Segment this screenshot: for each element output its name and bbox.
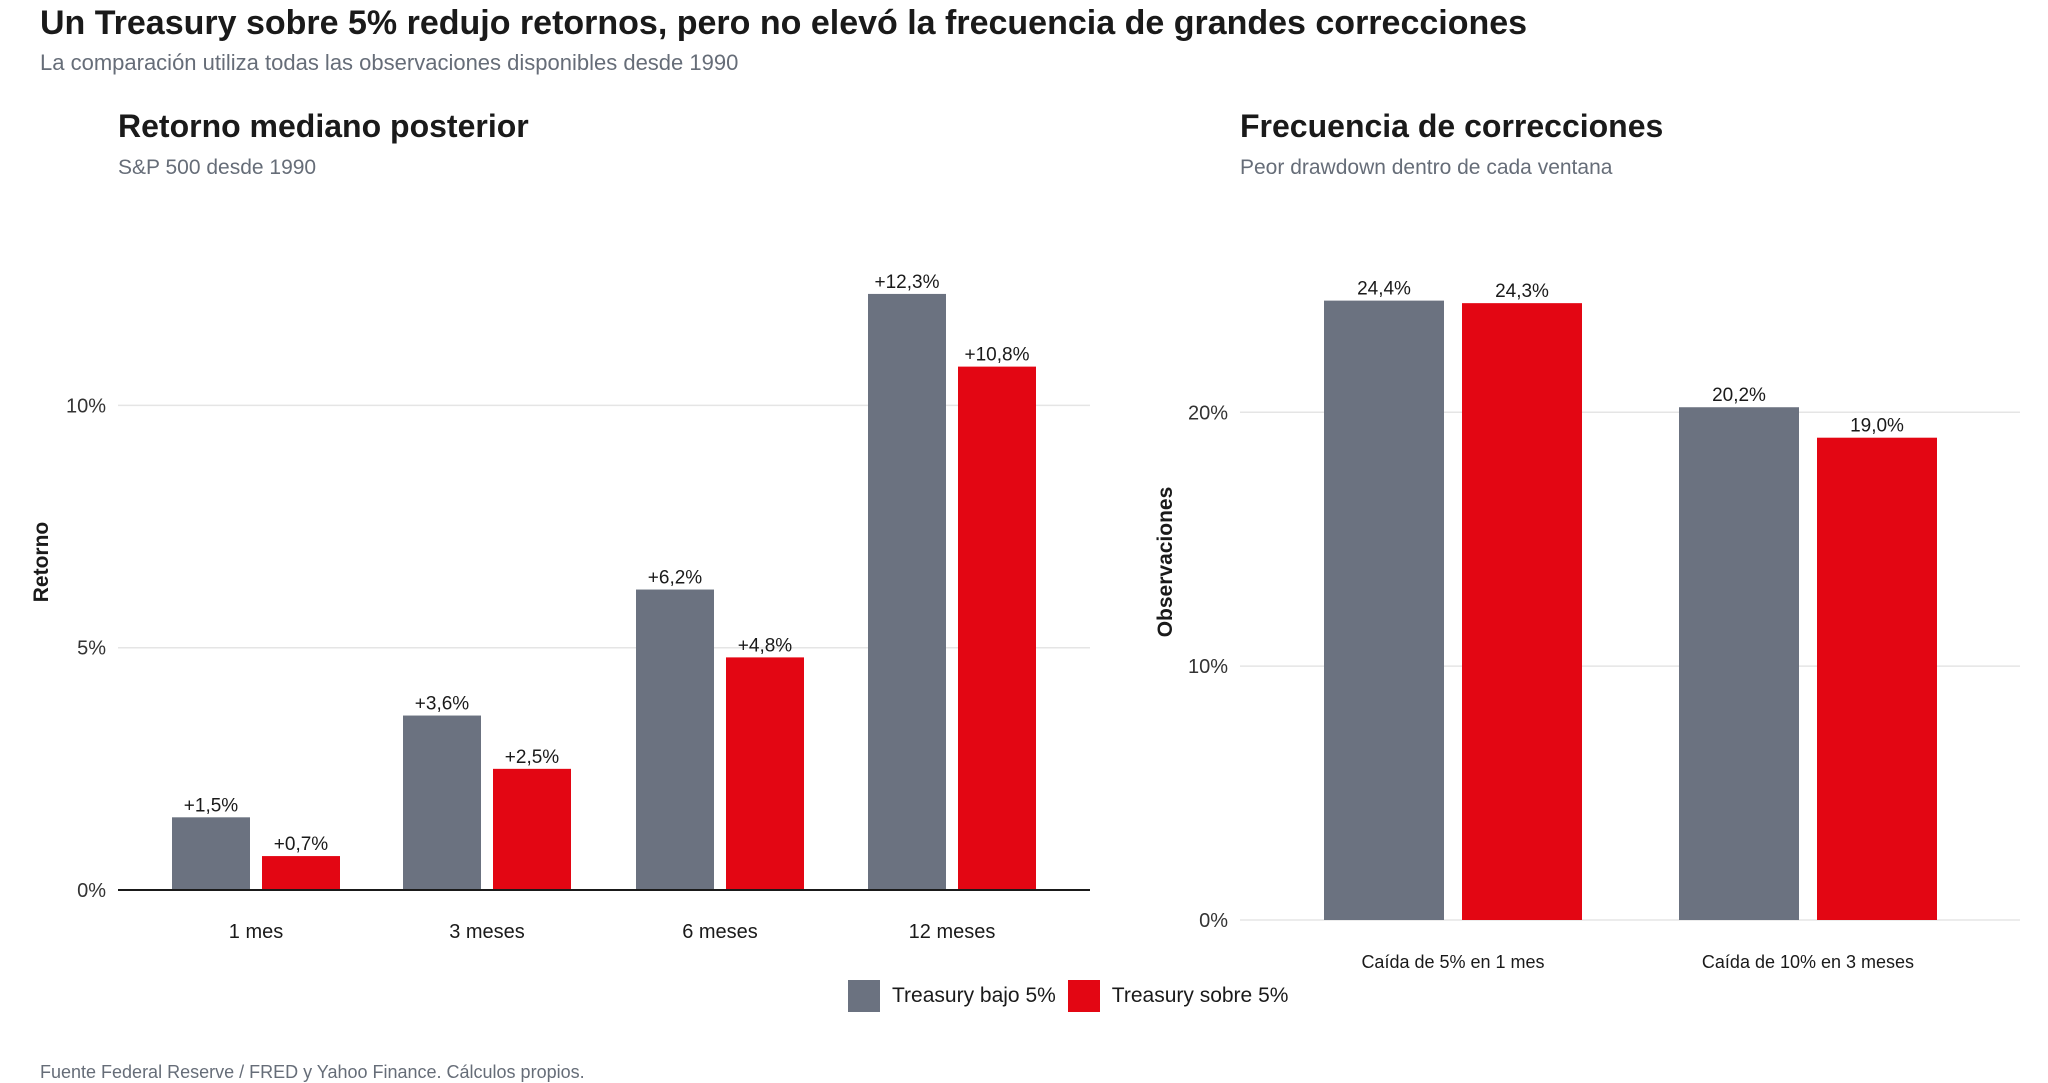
x-tick-label: Caída de 10% en 3 meses (1702, 952, 1914, 972)
bar-above (262, 856, 340, 890)
page-title: Un Treasury sobre 5% redujo retornos, pe… (40, 4, 1528, 42)
bar-below (403, 715, 481, 890)
bar-below (636, 589, 714, 890)
data-label: +3,6% (415, 694, 470, 715)
bar-below (1679, 407, 1799, 920)
data-label: 19,0% (1850, 416, 1904, 437)
y-tick-label: 0% (77, 880, 106, 902)
data-label: +1,5% (184, 795, 239, 816)
x-tick-label: 6 meses (682, 921, 758, 943)
legend-label-above: Treasury sobre 5% (1111, 984, 1289, 1007)
y-tick-label: 5% (77, 638, 106, 660)
bar-above (1462, 303, 1582, 921)
bar-below (868, 293, 946, 890)
x-tick-label: 1 mes (229, 921, 283, 943)
legend-label-below: Treasury bajo 5% (892, 984, 1056, 1007)
data-label: +0,7% (274, 834, 329, 855)
left-panel-title: Retorno mediano posterior (118, 108, 529, 144)
legend-swatch-above (1067, 980, 1100, 1012)
right-panel-title: Frecuencia de correcciones (1240, 108, 1664, 144)
data-label: +6,2% (648, 568, 703, 589)
bar-above (1817, 437, 1937, 920)
bar-above (958, 366, 1036, 891)
data-label: 24,3% (1495, 281, 1549, 302)
data-label: +4,8% (738, 635, 793, 656)
legend-item-above: Treasury sobre 5% (1067, 980, 1289, 1012)
y-axis-title: Retorno (30, 522, 53, 603)
legend-item-below: Treasury bajo 5% (848, 980, 1056, 1012)
legend: Treasury bajo 5% Treasury sobre 5% (848, 980, 1300, 1012)
right-panel-subtitle: Peor drawdown dentro de cada ventana (1240, 156, 1613, 179)
x-tick-label: 12 meses (909, 921, 996, 943)
data-label: +12,3% (875, 272, 940, 293)
data-label: 24,4% (1357, 279, 1411, 300)
x-tick-label: Caída de 5% en 1 mes (1361, 952, 1544, 972)
data-label: 20,2% (1712, 385, 1766, 406)
legend-swatch-below (848, 980, 880, 1012)
bar-below (172, 817, 250, 890)
page-subtitle: La comparación utiliza todas las observa… (40, 50, 739, 75)
y-axis-title: Observaciones (1154, 487, 1177, 638)
bar-above (493, 768, 571, 890)
y-tick-label: 10% (1188, 656, 1228, 678)
data-label: +10,8% (965, 345, 1030, 366)
x-tick-label: 3 meses (449, 921, 525, 943)
left-panel-subtitle: S&P 500 desde 1990 (118, 156, 317, 179)
source-note: Fuente Federal Reserve / FRED y Yahoo Fi… (40, 1062, 585, 1082)
bar-above (726, 657, 804, 890)
bar-below (1324, 300, 1444, 921)
y-tick-label: 10% (66, 395, 106, 417)
y-tick-label: 0% (1199, 910, 1228, 932)
data-label: +2,5% (505, 747, 560, 768)
y-tick-label: 20% (1188, 402, 1228, 424)
